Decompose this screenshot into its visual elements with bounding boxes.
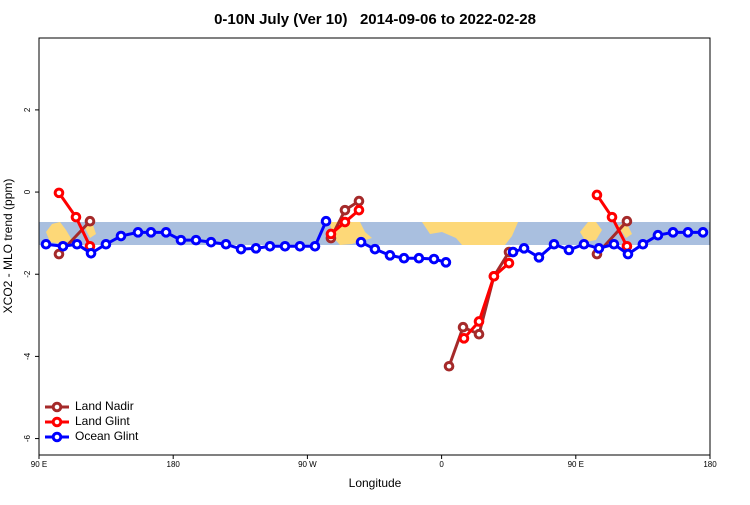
data-point (608, 238, 620, 250)
data-point (697, 227, 709, 238)
data-point (339, 204, 351, 216)
data-point (637, 238, 649, 250)
legend-marker (51, 416, 63, 428)
legend-marker (51, 431, 63, 443)
x-tick-label: 90 W (298, 460, 317, 469)
data-point (235, 243, 247, 255)
data-point (621, 215, 633, 227)
data-point (53, 248, 65, 260)
data-point (71, 238, 83, 250)
data-point (369, 243, 381, 255)
data-point (294, 240, 306, 252)
data-point (652, 229, 664, 241)
data-point (593, 243, 605, 254)
data-point (591, 189, 603, 201)
data-point (682, 227, 694, 238)
data-point (353, 204, 365, 216)
data-point (190, 234, 202, 246)
data-point (473, 328, 485, 340)
data-point (606, 211, 618, 223)
data-point (70, 211, 82, 223)
data-point (384, 250, 396, 261)
data-point (40, 238, 52, 250)
data-point (488, 270, 500, 282)
data-point (563, 244, 575, 256)
data-point (458, 333, 470, 344)
data-point (84, 215, 96, 227)
data-point (533, 252, 545, 263)
legend-marker (51, 401, 63, 413)
data-point (264, 240, 276, 252)
data-point (507, 246, 519, 258)
data-point (398, 252, 410, 264)
data-point (428, 253, 440, 265)
data-point (53, 187, 65, 199)
y-tick-label: -2 (23, 270, 32, 278)
x-axis-title: Longitude (349, 476, 402, 490)
data-point (250, 243, 262, 254)
legend-label: Land Glint (75, 414, 130, 428)
data-point (175, 234, 187, 246)
data-point (57, 240, 69, 252)
y-axis-title: XCO2 - MLO trend (ppm) (1, 179, 15, 314)
data-point (339, 216, 351, 228)
data-point (115, 230, 127, 242)
chart-title: 0-10N July (Ver 10) 2014-09-06 to 2022-0… (214, 11, 536, 28)
data-point (145, 227, 157, 238)
y-tick-label: -4 (23, 352, 32, 360)
x-tick-label: 90 E (31, 460, 47, 469)
legend-label: Land Nadir (75, 399, 134, 413)
data-point (353, 195, 365, 207)
x-tick-label: 0 (439, 460, 444, 469)
data-point (320, 215, 332, 227)
data-point (548, 238, 560, 250)
y-tick-label: 2 (23, 107, 32, 112)
data-point (622, 248, 634, 260)
data-point (413, 252, 425, 264)
y-tick-label: 0 (23, 189, 32, 194)
data-point (85, 247, 97, 259)
y-tick-label: -6 (23, 434, 32, 442)
data-point (279, 240, 291, 252)
data-point (440, 257, 452, 268)
data-point (443, 360, 455, 372)
data-point (457, 321, 469, 333)
data-point (205, 236, 217, 248)
plot-frame (38, 37, 711, 456)
data-point (100, 238, 112, 250)
data-point (132, 227, 144, 238)
land-area (46, 222, 72, 244)
land-area (422, 222, 518, 245)
data-point (518, 243, 530, 254)
data-point (309, 240, 321, 252)
data-point (220, 238, 232, 250)
x-tick-label: 90 E (568, 460, 584, 469)
data-point (578, 238, 590, 250)
legend-label: Ocean Glint (75, 429, 139, 443)
land-area (580, 222, 602, 242)
data-point (503, 257, 515, 269)
x-tick-label: 180 (167, 460, 181, 469)
x-tick-label: 180 (703, 460, 717, 469)
data-point (160, 227, 172, 238)
data-point (473, 316, 485, 327)
data-point (355, 236, 367, 248)
data-point (325, 228, 337, 240)
data-point (667, 227, 679, 238)
